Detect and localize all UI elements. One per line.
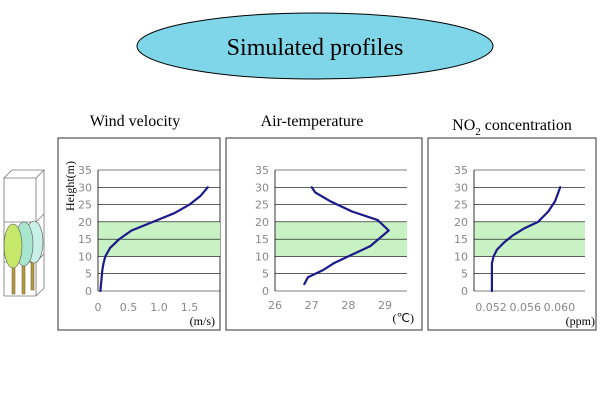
chart-title-wind: Wind velocity [90,113,180,130]
x-axis-unit-wind: (m/s) [190,314,215,328]
y-tick-label: 5 [461,268,468,281]
y-tick-label: 10 [454,250,468,263]
y-tick-label: 0 [461,285,468,298]
title-ellipse [136,12,494,80]
x-tick-label: 0.5 [120,301,138,314]
y-tick-label: 15 [454,233,468,246]
y-tick-label: 0 [85,285,92,298]
y-tick-label: 15 [78,233,92,246]
x-tick-label: 0.052 [475,301,507,314]
chart-title-no2: NO2 concentration [452,117,572,138]
y-tick-label: 35 [255,164,269,177]
series-line [490,186,562,293]
y-tick-label: 5 [85,268,92,281]
x-tick-label: 28 [341,299,355,312]
y-axis-label-height: Height(m) [63,161,77,211]
y-tick-label: 0 [262,285,269,298]
y-tick-label: 30 [454,181,468,194]
chart-title-temp: Air-temperature [261,113,364,130]
y-tick-label: 30 [255,181,269,194]
plot-no2-concentration: 0 5 10 15 20 25 30 35 0.052 0.056 0.060 [454,164,585,314]
x-tick-label: 0.056 [509,301,541,314]
x-tick-label: 26 [268,299,282,312]
y-tick-label: 35 [454,164,468,177]
y-tick-label: 25 [255,199,269,212]
y-tick-label: 10 [255,250,269,263]
y-tick-label: 5 [262,268,269,281]
page-title: Simulated profiles [227,35,404,61]
plot-wind-velocity: 0 5 10 15 20 25 30 35 0 0.5 1.0 1.5 [78,164,220,314]
x-tick-label: 1.5 [181,301,199,314]
x-axis-unit-no2: (ppm) [566,314,595,328]
canopy-illustration [3,169,45,297]
y-tick-label: 30 [78,181,92,194]
x-tick-label: 0.060 [544,301,576,314]
series-line [99,186,209,293]
x-tick-label: 0 [95,301,102,314]
y-tick-label: 20 [454,216,468,229]
y-tick-label: 35 [78,164,92,177]
y-tick-label: 20 [78,216,92,229]
x-axis-unit-temp: (℃) [393,311,414,325]
panel-frame-no2 [427,137,597,331]
y-tick-label: 10 [78,250,92,263]
y-tick-label: 15 [255,233,269,246]
x-tick-label: 27 [305,299,319,312]
y-tick-label: 20 [255,216,269,229]
panel-frame-temp [225,137,423,331]
y-tick-label: 25 [78,199,92,212]
x-tick-label: 1.0 [150,301,168,314]
y-tick-label: 25 [454,199,468,212]
plot-air-temperature: 0 5 10 15 20 25 30 35 26 27 28 29 [255,164,407,312]
series-line [303,186,390,286]
x-tick-label: 29 [378,299,392,312]
